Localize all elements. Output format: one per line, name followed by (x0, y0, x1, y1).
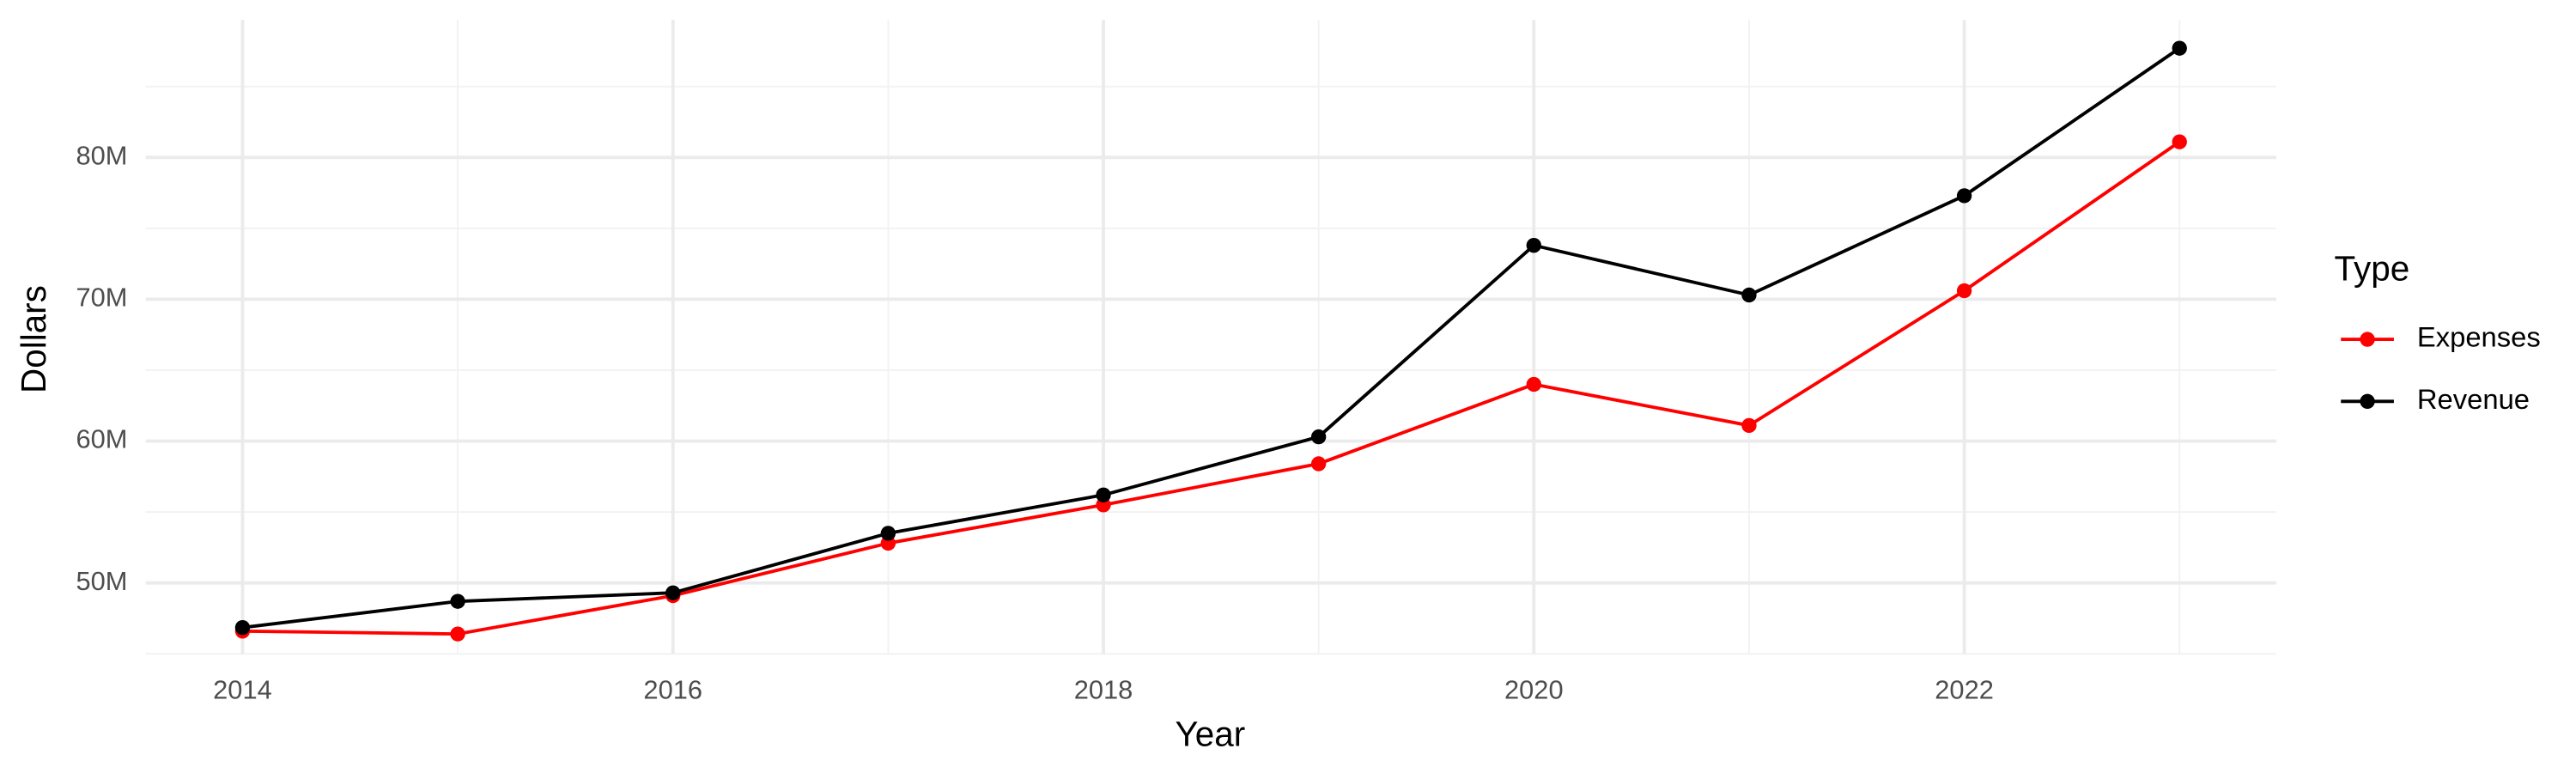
point (1956, 283, 1972, 299)
point (1741, 287, 1757, 303)
x-tick-label: 2016 (643, 675, 702, 705)
point (1526, 376, 1541, 393)
point (1526, 238, 1541, 253)
series-line (242, 46, 2181, 630)
point (234, 620, 251, 636)
y-tick-label: 70M (76, 283, 127, 313)
point (2172, 40, 2187, 56)
x-tick-label: 2020 (1504, 675, 1564, 705)
y-axis-title: Dollars (14, 285, 53, 393)
point (450, 593, 465, 609)
point (880, 526, 896, 541)
y-tick-label: 80M (76, 140, 127, 170)
legend-title: Type (2335, 249, 2410, 289)
legend-label: Expenses (2417, 321, 2541, 353)
grid (145, 20, 2277, 655)
point (1096, 487, 1111, 502)
x-tick-label: 2018 (1074, 675, 1133, 705)
y-tick-label: 50M (76, 566, 127, 596)
legend: Type Expenses Revenue (2335, 249, 2541, 415)
y-tick-label: 60M (76, 424, 127, 454)
x-tick-label: 2022 (1935, 675, 1994, 705)
point (450, 626, 465, 642)
marks (234, 40, 2187, 642)
point (665, 585, 681, 600)
legend-swatch-point (2360, 393, 2375, 410)
point (1310, 456, 1327, 472)
x-axis-title: Year (1175, 714, 1245, 753)
x-tick-label: 2014 (213, 675, 272, 705)
point (1310, 429, 1327, 445)
legend-swatch-point (2360, 332, 2375, 347)
point (1741, 417, 1757, 434)
legend-label: Revenue (2417, 383, 2530, 415)
point (2172, 134, 2187, 149)
point (1956, 188, 1972, 204)
series-line (242, 140, 2181, 636)
